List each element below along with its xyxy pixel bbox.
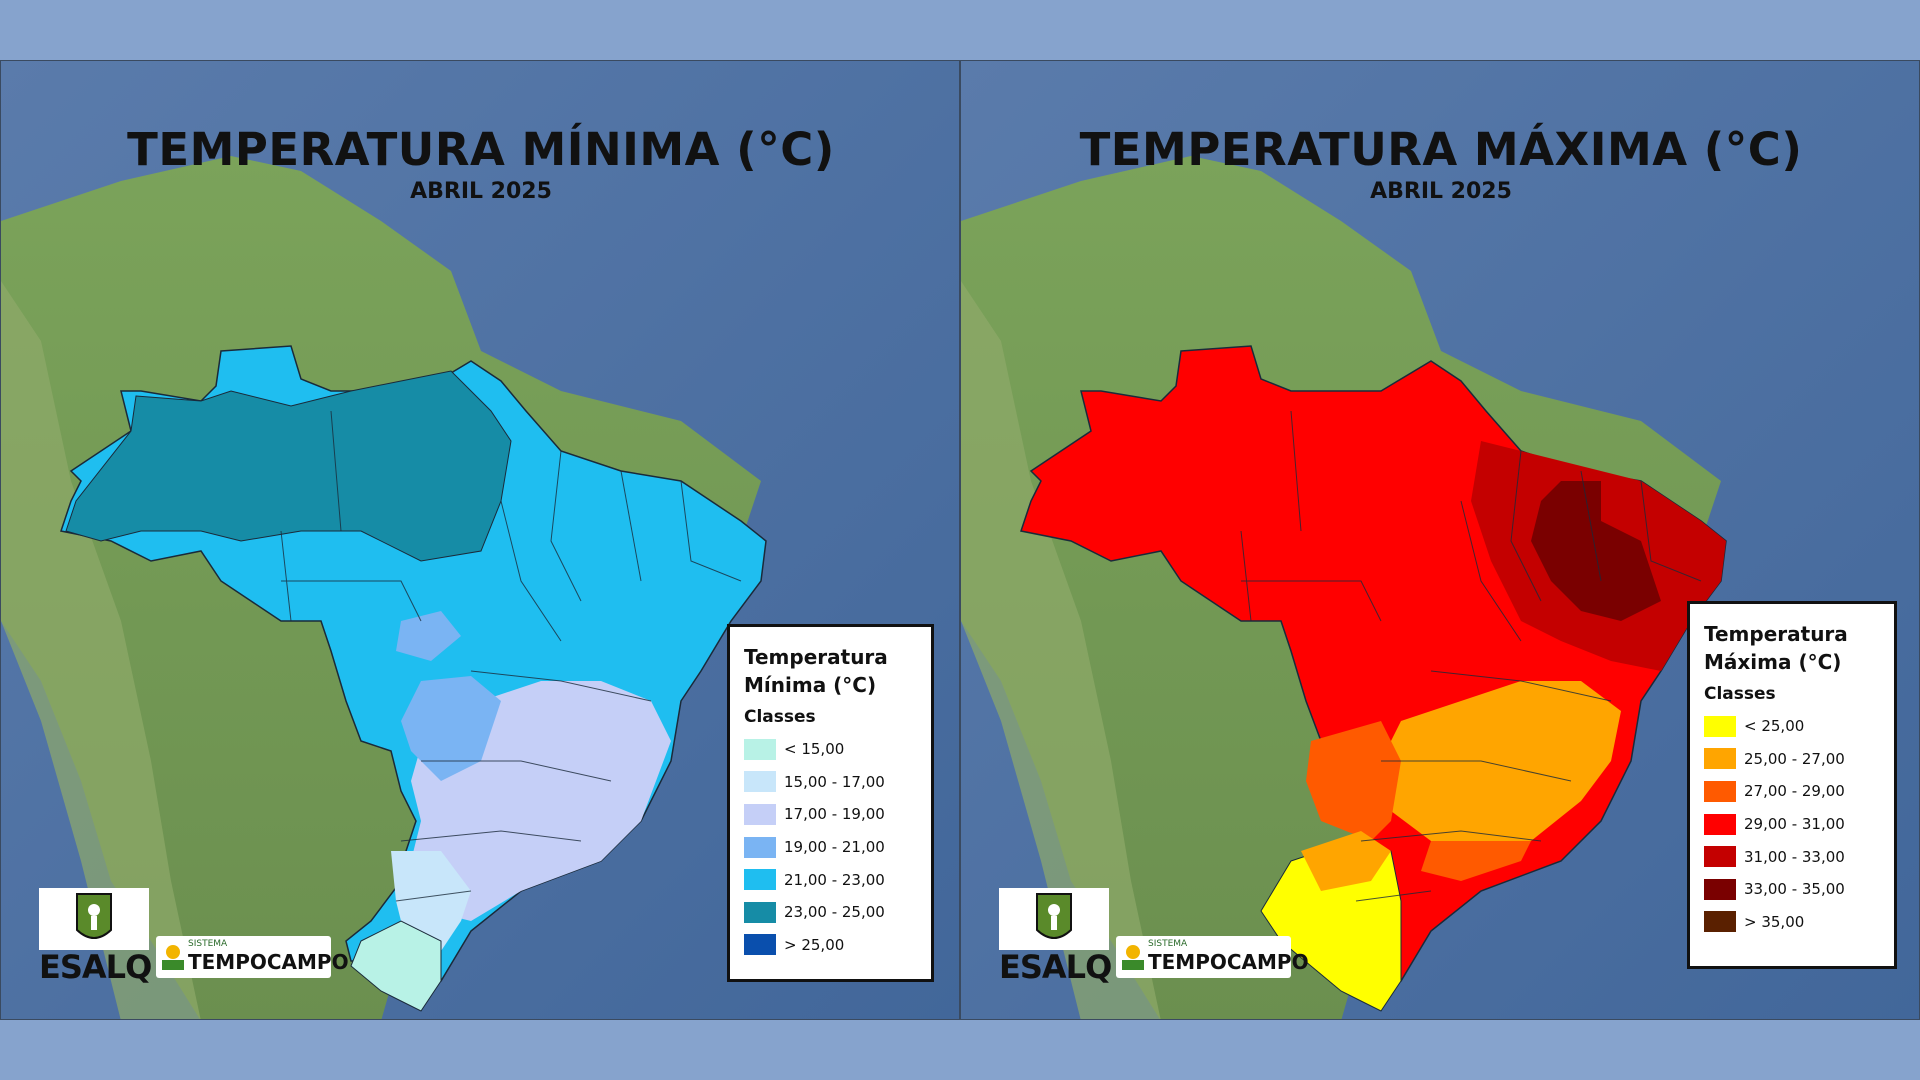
legend-title-line1: Temperatura: [1704, 622, 1848, 646]
legend-swatch: [1704, 715, 1736, 737]
legend-row: 29,00 - 31,00: [1704, 808, 1880, 841]
zone-25-27: [1381, 681, 1621, 851]
tempocampo-sun-icon: [162, 945, 184, 970]
zone-25-27b: [1301, 831, 1391, 891]
legend-swatch: [1704, 780, 1736, 802]
esalq-logo: ESALQ: [999, 888, 1112, 986]
legend: Temperatura Mínima (°C) Classes < 15,00 1…: [727, 624, 934, 982]
map-subtitle: ABRIL 2025: [410, 179, 552, 204]
legend-swatch: [744, 869, 776, 891]
state-borders: [280, 410, 742, 902]
legend-swatch: [1704, 748, 1736, 770]
legend-row: 21,00 - 23,00: [744, 863, 917, 896]
legend-label: > 25,00: [784, 935, 845, 954]
legend-swatch: [1704, 878, 1736, 900]
legend-swatch: [744, 901, 776, 923]
panel-temperatura-maxima: TEMPERATURA MÁXIMA (°C) ABRIL 2025 Tempe…: [960, 60, 1920, 1020]
legend-row: 15,00 - 17,00: [744, 766, 917, 799]
legend-label: 33,00 - 35,00: [1744, 880, 1845, 899]
legend-row: 27,00 - 29,00: [1704, 775, 1880, 808]
legend-label: 27,00 - 29,00: [1744, 782, 1845, 801]
zone-lt15: [350, 920, 442, 1012]
legend-swatch: [744, 738, 776, 760]
legend-swatch: [1704, 813, 1736, 835]
esalq-shield-icon: [39, 888, 149, 950]
tempocampo-sistema-text: SISTEMA: [1148, 939, 1188, 949]
legend-label: 19,00 - 21,00: [784, 838, 885, 857]
legend-label: 23,00 - 25,00: [784, 903, 885, 922]
legend-label: 31,00 - 33,00: [1744, 847, 1845, 866]
legend-classes-label: Classes: [744, 707, 816, 727]
legend-items: < 25,00 25,00 - 27,00 27,00 - 29,00 29,00 -…: [1704, 710, 1880, 938]
legend-label: < 25,00: [1744, 717, 1805, 736]
legend-swatch: [744, 934, 776, 956]
legend-classes-label: Classes: [1704, 684, 1776, 704]
map-title: TEMPERATURA MÍNIMA (°C): [127, 123, 835, 176]
legend-label: 21,00 - 23,00: [784, 870, 885, 889]
zone-19-21b: [396, 611, 461, 661]
legend-swatch: [744, 771, 776, 793]
zone-23-25: [65, 370, 512, 562]
legend-row: 19,00 - 21,00: [744, 831, 917, 864]
legend-items: < 15,00 15,00 - 17,00 17,00 - 19,00 19,00 -…: [744, 733, 917, 961]
legend-swatch: [744, 836, 776, 858]
legend-row: 25,00 - 27,00: [1704, 743, 1880, 776]
map-minima: [1, 61, 959, 1019]
legend-label: 15,00 - 17,00: [784, 772, 885, 791]
legend-row: 31,00 - 33,00: [1704, 840, 1880, 873]
legend-row: < 15,00: [744, 733, 917, 766]
legend-row: 33,00 - 35,00: [1704, 873, 1880, 906]
zone-27-29: [1306, 721, 1401, 841]
legend-row: > 25,00: [744, 929, 917, 962]
legend-title-line2: Máxima (°C): [1704, 650, 1842, 674]
tempocampo-sistema-text: SISTEMA: [188, 939, 228, 949]
tempocampo-sun-icon: [1122, 945, 1144, 970]
legend-label: 25,00 - 27,00: [1744, 749, 1845, 768]
andes: [1, 281, 201, 1019]
legend: Temperatura Máxima (°C) Classes < 25,00 2…: [1687, 601, 1897, 969]
esalq-shield-icon: [999, 888, 1109, 950]
legend-title-line2: Mínima (°C): [744, 673, 877, 697]
legend-swatch: [1704, 911, 1736, 933]
state-borders: [1240, 410, 1702, 902]
tempocampo-logo: SISTEMA TEMPOCAMPO: [156, 936, 349, 978]
legend-row: 23,00 - 25,00: [744, 896, 917, 929]
legend-label: > 35,00: [1744, 912, 1805, 931]
tempocampo-name-text: TEMPOCAMPO: [188, 950, 349, 974]
legend-label: < 15,00: [784, 740, 845, 759]
tempocampo-name-text: TEMPOCAMPO: [1148, 950, 1309, 974]
zone-19-21: [401, 676, 501, 781]
legend-row: 17,00 - 19,00: [744, 798, 917, 831]
legend-row: < 25,00: [1704, 710, 1880, 743]
legend-label: 29,00 - 31,00: [1744, 815, 1845, 834]
legend-label: 17,00 - 19,00: [784, 805, 885, 824]
legend-title-line1: Temperatura: [744, 645, 888, 669]
esalq-logo: ESALQ: [39, 888, 152, 986]
panel-temperatura-minima: TEMPERATURA MÍNIMA (°C) ABRIL 2025 Tempe…: [0, 60, 960, 1020]
zone-27-29b: [1421, 841, 1531, 881]
esalq-logo-text: ESALQ: [39, 948, 152, 986]
tempocampo-logo: SISTEMA TEMPOCAMPO: [1116, 936, 1309, 978]
esalq-logo-text: ESALQ: [999, 948, 1112, 986]
legend-swatch: [1704, 846, 1736, 868]
andes: [961, 281, 1161, 1019]
legend-swatch: [744, 803, 776, 825]
map-subtitle: ABRIL 2025: [1370, 179, 1512, 204]
map-title: TEMPERATURA MÁXIMA (°C): [1079, 123, 1803, 176]
legend-row: > 35,00: [1704, 906, 1880, 939]
